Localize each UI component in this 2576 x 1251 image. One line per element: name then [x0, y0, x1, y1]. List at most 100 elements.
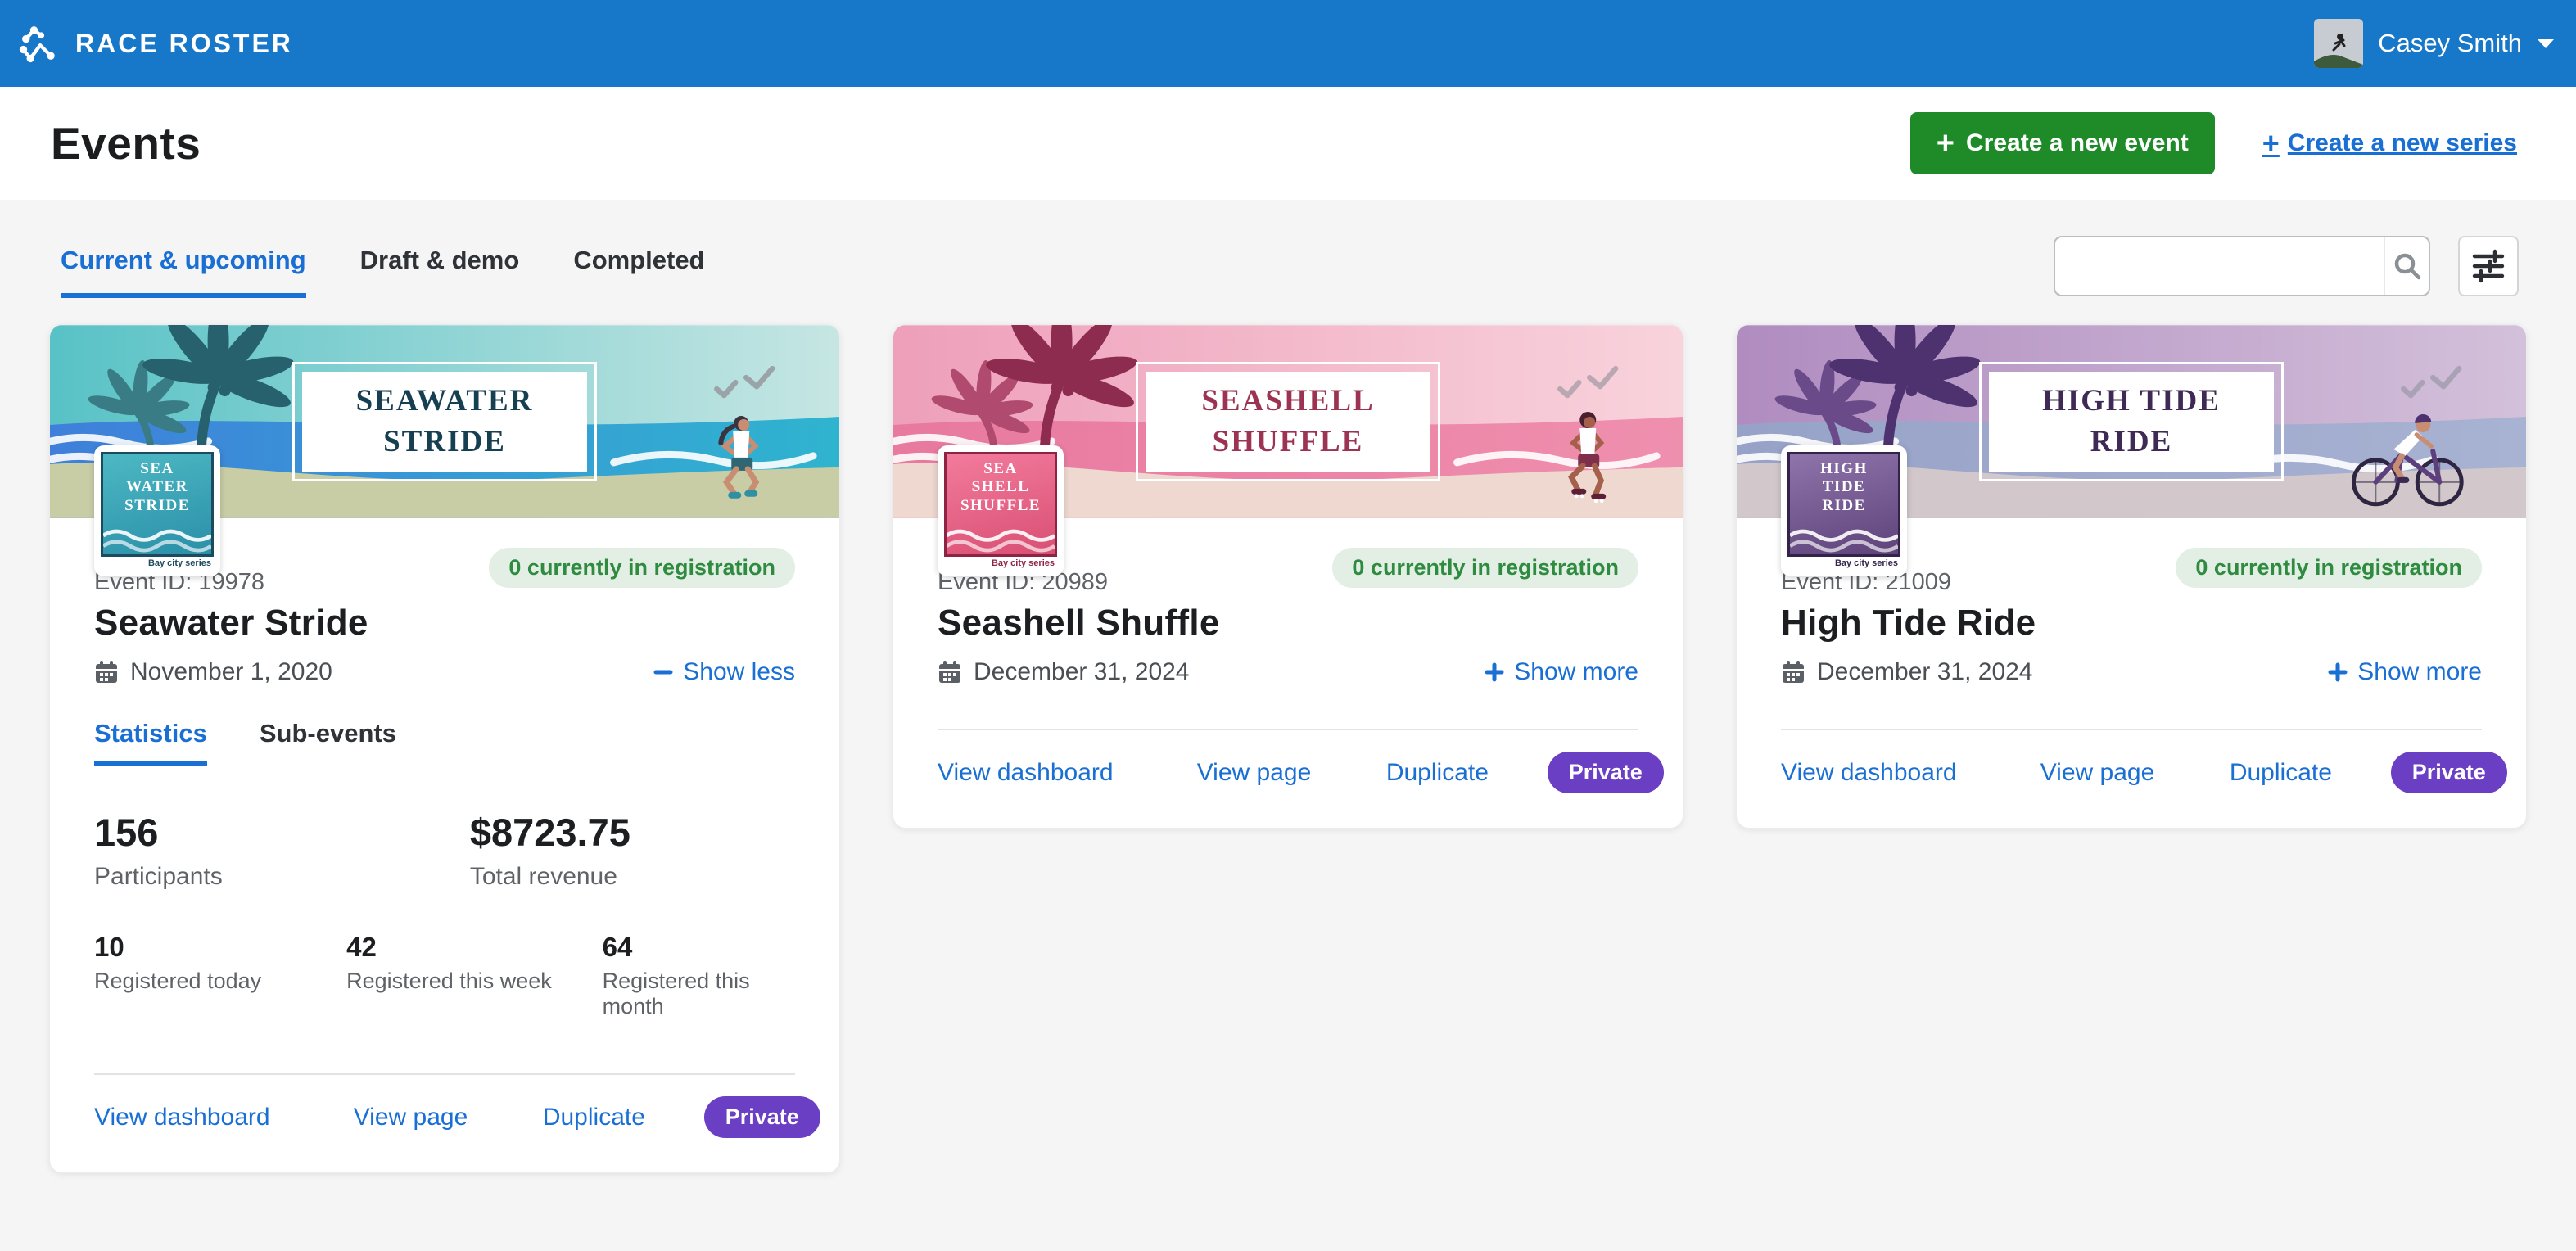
tab-current-upcoming[interactable]: Current & upcoming: [61, 246, 306, 298]
header-actions: + Create a new event + Create a new seri…: [1909, 112, 2517, 174]
stat-registered-month: 64 Registered this month: [602, 932, 750, 1018]
birds: [1557, 365, 1619, 399]
view-dashboard-link[interactable]: View dashboard: [938, 758, 1114, 786]
private-badge: Private: [1547, 752, 1664, 793]
create-series-link[interactable]: + Create a new series: [2262, 126, 2517, 160]
banner-title: SEAWATER STRIDE: [302, 372, 587, 472]
divider: [1781, 729, 2482, 730]
top-navbar: RACE ROSTER Casey Smith: [0, 0, 2576, 87]
stat-registered-week: 42 Registered this week: [346, 932, 552, 993]
poster-caption: Bay city series: [1834, 558, 1898, 568]
view-dashboard-link[interactable]: View dashboard: [94, 1103, 270, 1131]
event-title: High Tide Ride: [1781, 603, 2036, 643]
event-date: November 1, 2020: [94, 658, 332, 686]
plus-icon: +: [1936, 126, 1955, 160]
poster-waves: [103, 529, 211, 553]
registration-status-badge: 0 currently in registration: [1332, 548, 1638, 588]
stat-total-revenue: $8723.75 Total revenue: [469, 811, 630, 890]
tab-sub-events[interactable]: Sub-events: [259, 719, 396, 747]
event-title: Seashell Shuffle: [938, 603, 1220, 643]
banner-title-frame: SEAWATER STRIDE: [292, 362, 597, 481]
search-button[interactable]: [2384, 237, 2429, 295]
registration-status-badge: 0 currently in registration: [489, 548, 795, 588]
poster-text: SEA WATER STRIDE: [124, 460, 190, 514]
duplicate-link[interactable]: Duplicate: [1385, 758, 1489, 786]
poster-waves: [1790, 529, 1898, 553]
event-date: December 31, 2024: [1781, 658, 2033, 686]
card-actions: View dashboard View page Duplicate Priva…: [1781, 730, 2507, 828]
avatar: [2314, 19, 2364, 68]
page-title: Events: [51, 118, 201, 169]
duplicate-link[interactable]: Duplicate: [2229, 758, 2332, 786]
poster-waves: [947, 529, 1055, 553]
card-stats-tabs: Statistics Sub-events: [94, 719, 795, 766]
poster-text: HIGH TIDE RIDE: [1820, 460, 1868, 514]
tab-completed[interactable]: Completed: [573, 246, 705, 274]
banner-title-frame: HIGH TIDE RIDE: [1979, 362, 2284, 481]
banner-title-frame: SEASHELL SHUFFLE: [1136, 362, 1440, 481]
birds: [2401, 365, 2462, 399]
event-tabs: Current & upcoming Draft & demo Complete…: [61, 246, 705, 298]
tab-draft-demo[interactable]: Draft & demo: [359, 246, 520, 274]
create-event-label: Create a new event: [1966, 129, 2189, 156]
event-card-list: SEAWATER STRIDE SEA WATER STRIDE Bay cit…: [0, 298, 2576, 1173]
banner-title-line: SEASHELL: [1201, 384, 1375, 418]
chevron-down-icon: [2538, 39, 2554, 48]
show-less-link[interactable]: Show less: [653, 658, 795, 686]
card-actions: View dashboard View page Duplicate Priva…: [938, 730, 1664, 828]
poster-text: SEA SHELL SHUFFLE: [960, 460, 1042, 514]
card-body: Event ID: 19978 Seawater Stride 0 curren…: [50, 548, 839, 1172]
show-more-link[interactable]: Show more: [1485, 658, 1638, 686]
plus-icon: [2328, 662, 2348, 682]
view-page-link[interactable]: View page: [353, 1103, 468, 1131]
calendar-icon: [96, 661, 117, 683]
poster: SEA WATER STRIDE: [101, 452, 214, 557]
card-body: Event ID: 20989 Seashell Shuffle 0 curre…: [893, 548, 1683, 828]
view-page-link[interactable]: View page: [1196, 758, 1312, 786]
poster: HIGH TIDE RIDE: [1787, 452, 1900, 557]
event-banner: SEASHELL SHUFFLE: [893, 325, 1683, 518]
divider: [938, 729, 1638, 730]
create-event-button[interactable]: + Create a new event: [1909, 112, 2215, 174]
minus-icon: [653, 670, 673, 675]
banner-title-line: SHUFFLE: [1212, 425, 1364, 458]
event-poster-thumbnail: SEA SHELL SHUFFLE Bay city series: [938, 445, 1064, 576]
banner-title: HIGH TIDE RIDE: [1989, 372, 2274, 472]
race-roster-logo[interactable]: RACE ROSTER: [18, 22, 293, 65]
brand-name: RACE ROSTER: [75, 28, 293, 58]
show-more-link[interactable]: Show more: [2328, 658, 2482, 686]
search-area: [2054, 236, 2519, 296]
cyclist-figure: [2351, 413, 2464, 507]
private-badge: Private: [2390, 752, 2507, 793]
tab-statistics[interactable]: Statistics: [94, 719, 207, 766]
poster-caption: Bay city series: [147, 558, 211, 568]
divider: [94, 1073, 795, 1075]
event-card-seawater-stride: SEAWATER STRIDE SEA WATER STRIDE Bay cit…: [49, 324, 840, 1173]
poster-caption: Bay city series: [991, 558, 1055, 568]
create-series-label: Create a new series: [2287, 129, 2517, 156]
search-box: [2054, 236, 2430, 296]
banner-title: SEASHELL SHUFFLE: [1146, 372, 1430, 472]
view-page-link[interactable]: View page: [2040, 758, 2155, 786]
race-roster-logo-icon: [19, 26, 55, 63]
view-dashboard-link[interactable]: View dashboard: [1781, 758, 1957, 786]
user-name: Casey Smith: [2378, 29, 2522, 57]
filter-button[interactable]: [2458, 236, 2519, 296]
duplicate-link[interactable]: Duplicate: [542, 1103, 645, 1131]
search-icon: [2394, 253, 2420, 280]
event-date: December 31, 2024: [938, 658, 1190, 686]
birds: [714, 365, 775, 399]
registration-status-badge: 0 currently in registration: [2176, 548, 2482, 588]
card-body: Event ID: 21009 High Tide Ride 0 current…: [1737, 548, 2526, 828]
stat-participants: 156 Participants: [94, 811, 223, 890]
user-menu[interactable]: Casey Smith: [2314, 19, 2555, 68]
search-input[interactable]: [2055, 237, 2384, 295]
plus-icon: +: [2262, 126, 2280, 160]
skater-figure: [1568, 412, 1607, 504]
poster: SEA SHELL SHUFFLE: [944, 452, 1057, 557]
filter-sliders-icon: [2472, 249, 2505, 283]
page-header: Events + Create a new event + Create a n…: [0, 87, 2576, 200]
stat-registered-today: 10 Registered today: [94, 932, 262, 993]
events-toolbar: Current & upcoming Draft & demo Complete…: [61, 236, 2519, 298]
event-card-high-tide-ride: HIGH TIDE RIDE HIGH TIDE RIDE Bay city s…: [1736, 324, 2527, 829]
